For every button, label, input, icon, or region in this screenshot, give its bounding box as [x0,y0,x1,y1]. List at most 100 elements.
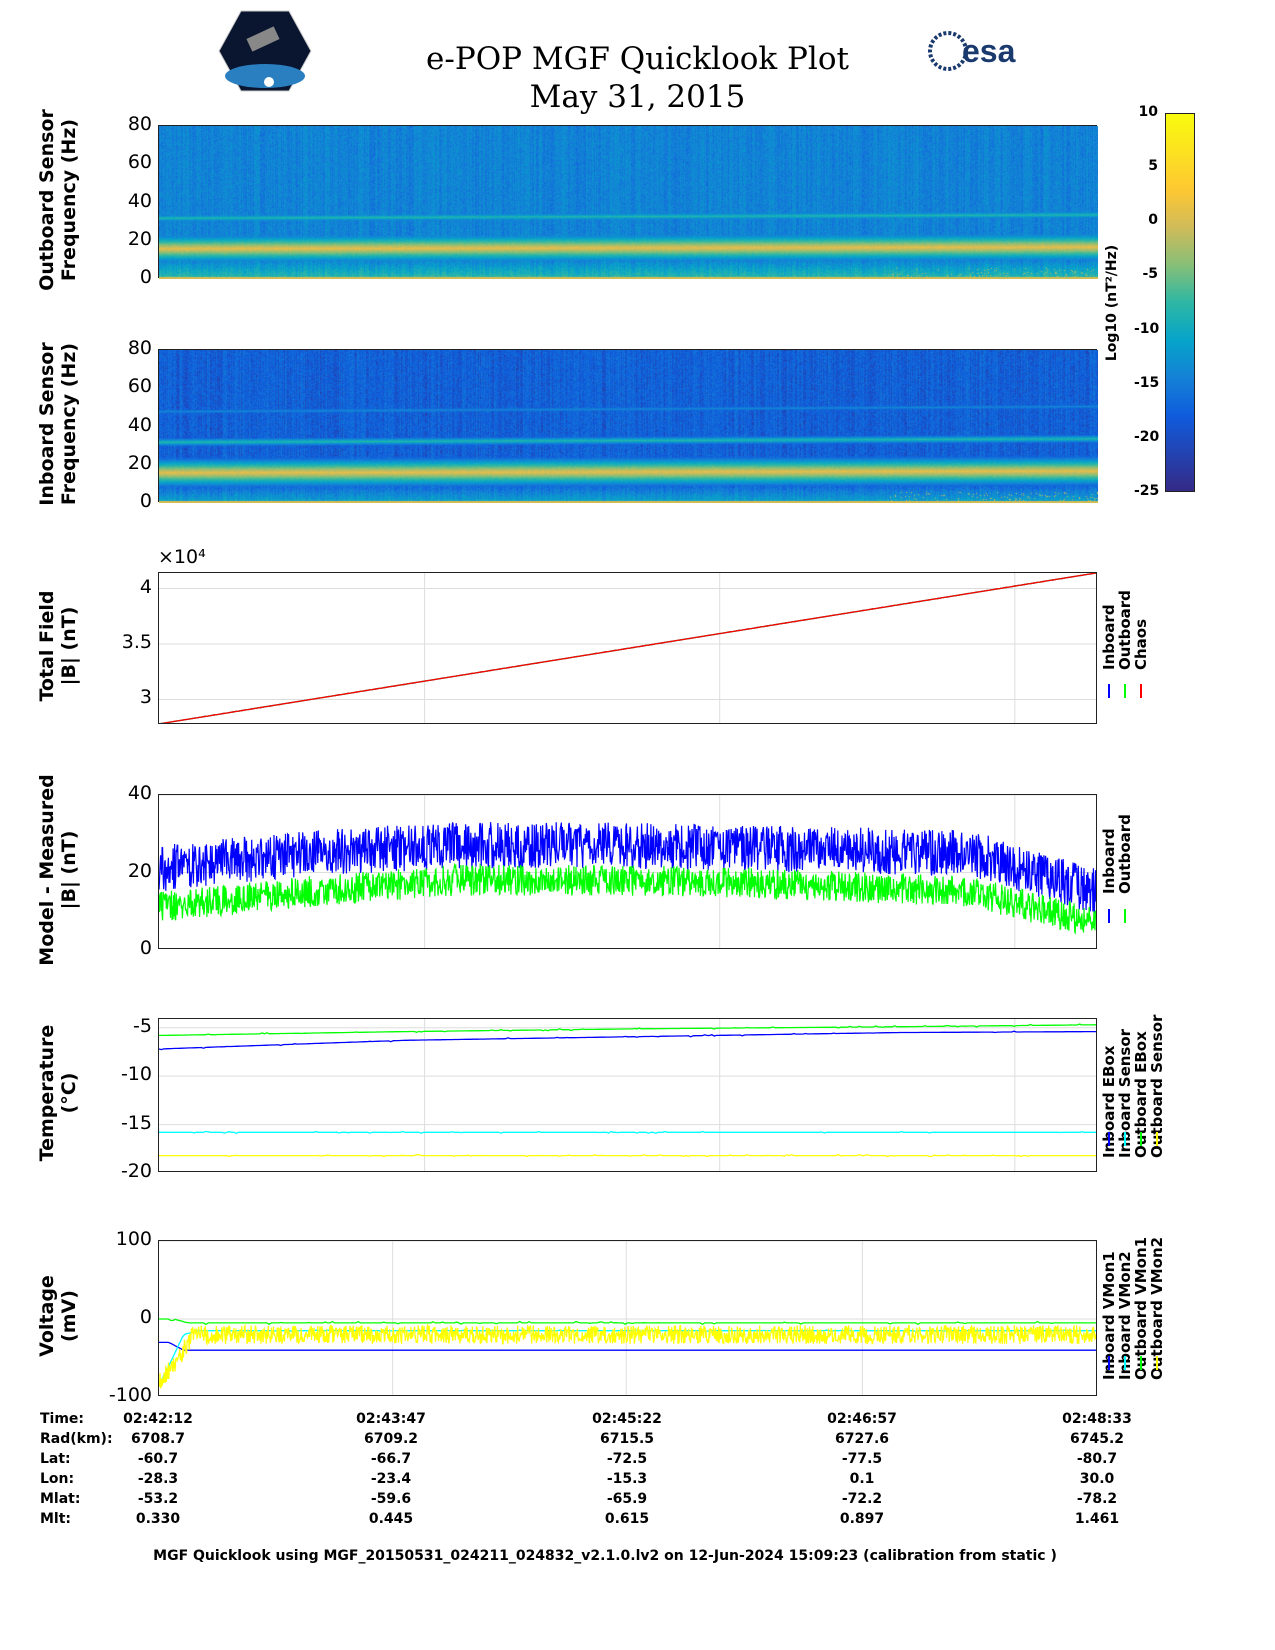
ephemeris-value: 02:42:12 [123,1411,193,1427]
total-field-legend-label: Inboard [1100,604,1118,670]
total-field-legend-marker [1140,684,1142,698]
outboard-spectrogram-ylabel-line: Outboard Sensor [36,108,58,291]
voltage-panel [158,1240,1097,1396]
model-minus-measured-ytick: 0 [139,937,152,959]
ephemeris-value: 0.330 [135,1511,181,1527]
voltage-legend-marker [1140,1356,1142,1370]
ephemeris-value: -65.9 [606,1491,648,1507]
total-field-ytick: 4 [139,575,152,598]
outboard-spectrogram-panel [158,125,1098,279]
temperature-panel [158,1018,1097,1172]
outboard-spectrogram-ylabel-line: Frequency (Hz) [58,118,80,281]
ephemeris-label: Lat: [40,1451,71,1467]
temperature-plot [159,1019,1096,1171]
ephemeris-label: Rad(km): [40,1431,113,1447]
temperature-legend-marker [1108,1132,1110,1146]
model-minus-measured-ylabel-line: Model - Measured [36,773,58,966]
temperature-ylabel-line: (°C) [58,1072,80,1114]
inboard-spectrogram-panel [158,349,1098,503]
voltage-plot [159,1241,1096,1395]
total-field-exponent: ×10⁴ [158,546,206,568]
inboard-spectrogram-image [159,350,1098,503]
model-minus-measured-legend-marker [1124,909,1126,923]
colorbar [1165,113,1195,492]
footer-caption: MGF Quicklook using MGF_20150531_024211_… [153,1548,1057,1564]
ephemeris-value: 0.615 [604,1511,650,1527]
plot-title: e-POP MGF Quicklook Plot [426,41,849,77]
ephemeris-value: -28.3 [137,1471,179,1487]
total-field-series-chaos [160,573,1096,723]
voltage-legend-marker [1156,1356,1158,1370]
outboard-spectrogram-ylabel: Outboard Sensor Frequency (Hz) [36,80,80,320]
cassiope-logo [218,10,312,92]
colorbar-tick: -5 [1142,266,1158,283]
inboard-spectrogram-ytick: 40 [127,413,152,436]
ephemeris-label: Time: [40,1411,85,1427]
voltage-series-inboard-vmon1 [159,1341,1096,1351]
ephemeris-value: 1.461 [1074,1511,1120,1527]
voltage-ytick: -100 [108,1384,152,1406]
voltage-series-outboard-vmon2 [159,1322,1096,1389]
total-field-ylabel: Total Field |B| (nT) [36,526,80,766]
temperature-series-inboard-ebox [159,1030,1096,1051]
voltage-ylabel-line: Voltage [36,1275,58,1357]
model-minus-measured-series-inboard [159,822,1096,914]
colorbar-tick: -10 [1134,320,1160,337]
ephemeris-value: -72.2 [841,1491,883,1507]
total-field-legend-label: Chaos [1132,618,1150,670]
model-minus-measured-panel [158,794,1097,949]
total-field-legend-label: Outboard [1116,590,1134,670]
colorbar-tick: -20 [1134,428,1160,445]
colorbar-tick: -25 [1134,483,1160,499]
outboard-spectrogram-ytick: 20 [127,227,152,250]
model-minus-measured-series-outboard [159,862,1096,936]
temperature-ytick: -5 [133,1014,152,1037]
temperature-ytick: -15 [120,1111,152,1134]
plot-date: May 31, 2015 [529,79,746,115]
ephemeris-value: -15.3 [606,1471,648,1487]
inboard-spectrogram-ytick: 80 [127,337,152,359]
outboard-spectrogram-ytick: 80 [127,113,152,135]
total-field-plot [159,573,1096,723]
inboard-spectrogram-ylabel-line: Inboard Sensor [36,341,58,506]
temperature-ytick: -10 [120,1063,152,1086]
outboard-spectrogram-ytick: 0 [139,266,152,288]
ephemeris-value: 6745.2 [1069,1431,1125,1447]
model-minus-measured-ylabel: Model - Measured |B| (nT) [36,750,80,990]
voltage-ytick: 100 [115,1228,152,1250]
ephemeris-label: Lon: [40,1471,75,1487]
colorbar-tick: -15 [1134,374,1160,391]
voltage-ylabel: Voltage (mV) [36,1196,80,1436]
ephemeris-value: 0.897 [839,1511,885,1527]
model-minus-measured-legend-label: Inboard [1100,828,1118,894]
ephemeris-label: Mlt: [40,1511,72,1527]
inboard-spectrogram-ylabel: Inboard Sensor Frequency (Hz) [36,304,80,544]
model-minus-measured-ylabel-line: |B| (nT) [58,830,80,909]
voltage-legend-marker [1124,1356,1126,1370]
inboard-spectrogram-ytick: 60 [127,375,152,398]
ephemeris-value: 30.0 [1079,1471,1115,1487]
ephemeris-value: -53.2 [137,1491,179,1507]
ephemeris-value: -77.5 [841,1451,883,1467]
ephemeris-value: 02:46:57 [827,1411,897,1427]
ephemeris-value: -66.7 [370,1451,412,1467]
voltage-ytick: 0 [139,1306,152,1328]
voltage-legend-marker [1108,1356,1110,1370]
ephemeris-value: -60.7 [137,1451,179,1467]
model-minus-measured-legend-label: Outboard [1116,814,1134,894]
inboard-spectrogram-ytick: 0 [139,490,152,512]
svg-text:esa: esa [962,33,1016,69]
ephemeris-value: 02:43:47 [356,1411,426,1427]
voltage-series-outboard-vmon1 [159,1318,1096,1326]
outboard-spectrogram-image [159,126,1098,279]
model-minus-measured-plot [159,795,1096,948]
ephemeris-value: 6708.7 [130,1431,186,1447]
total-field-panel [158,572,1097,724]
voltage-ylabel-line: (mV) [58,1290,80,1342]
ephemeris-value: 02:48:33 [1062,1411,1132,1427]
ephemeris-value: 6715.5 [599,1431,655,1447]
temperature-series-outboard-ebox [159,1023,1096,1037]
total-field-ylabel-line: |B| (nT) [58,606,80,686]
model-minus-measured-legend-marker [1108,909,1110,923]
model-minus-measured-ytick: 20 [127,859,152,882]
